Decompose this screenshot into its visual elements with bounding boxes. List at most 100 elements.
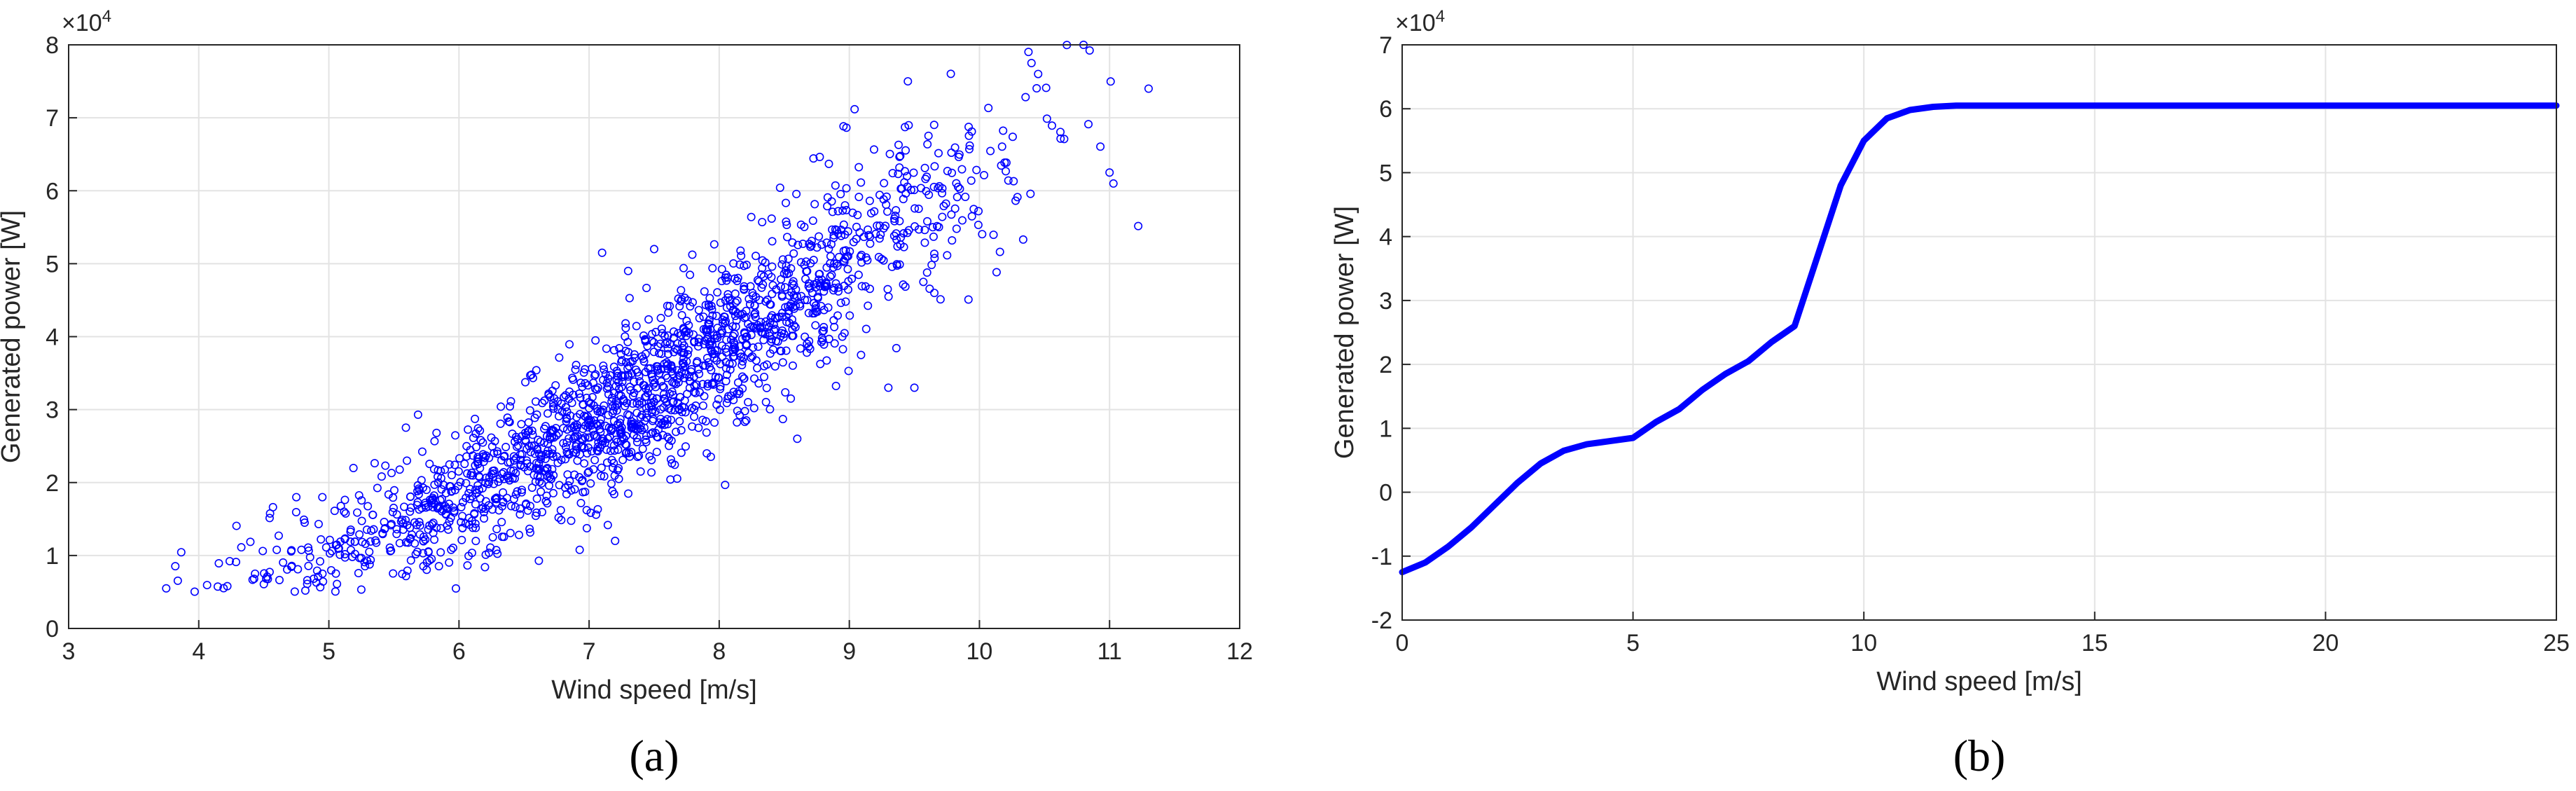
data-point [615,344,624,353]
data-point [552,431,561,440]
panel-a-caption: (a) [629,731,679,780]
data-point [642,283,651,292]
data-point [909,168,918,177]
data-point [647,468,656,477]
data-point [742,341,751,350]
data-point [463,561,472,570]
data-point [591,336,600,345]
data-point [864,225,873,234]
data-point [616,415,625,424]
data-point [525,406,534,415]
data-point [506,458,515,467]
data-point [818,327,827,336]
data-point [852,222,861,231]
data-point [616,418,625,427]
data-point [561,443,570,452]
y-tick-label: -2 [1371,607,1392,634]
data-point [842,184,851,193]
data-point [532,465,541,474]
data-point [462,441,471,450]
data-point [681,408,690,417]
data-point [777,347,786,356]
data-point [597,463,606,472]
data-point [515,504,525,513]
data-point [698,401,707,410]
data-point [659,390,668,399]
data-point [665,389,674,398]
data-point [673,339,682,348]
data-point [389,569,398,578]
data-point [759,336,768,345]
data-point [679,263,688,273]
data-point [849,238,858,247]
data-point [471,461,480,470]
data-point [581,433,590,442]
data-point [597,248,607,257]
data-point [740,282,749,291]
data-point [663,359,672,369]
data-point [395,465,404,474]
data-point [920,163,929,172]
data-point [506,528,515,537]
data-point [744,398,753,407]
data-point [754,342,763,351]
data-point [903,228,912,238]
data-point [516,455,525,465]
data-point [562,438,572,447]
data-point [920,226,929,235]
data-point [517,488,526,497]
data-point [964,295,973,304]
data-point [361,539,370,549]
data-point [592,510,601,519]
data-point [532,494,541,503]
data-point [789,331,798,341]
data-point [761,397,770,406]
data-point [740,406,749,415]
data-point [730,329,739,338]
data-point [299,515,308,524]
data-point [1000,158,1009,167]
data-point [663,338,672,347]
data-point [766,300,775,309]
data-point [524,418,533,427]
data-point [757,328,766,337]
data-point [731,307,740,316]
data-point [800,222,809,231]
data-point [1109,179,1118,188]
data-point [850,104,859,114]
panel-b-x-axis-label: Wind speed [m/s] [1876,667,2082,696]
data-point [214,559,223,568]
data-point [589,401,598,410]
y-tick-label: 5 [1379,160,1392,186]
data-point [606,371,615,380]
data-point [668,398,677,407]
data-point [457,535,466,544]
data-point [792,189,801,198]
data-point [648,372,657,381]
data-point [341,509,350,518]
data-point [843,265,852,274]
y-tick-label: 7 [1379,32,1392,59]
data-point [466,471,476,480]
data-point [623,410,632,419]
data-point [389,503,398,512]
data-point [969,205,978,214]
data-point [812,243,822,252]
data-point [929,182,939,191]
data-point [527,483,536,493]
data-point [793,434,802,443]
data-point [578,476,587,485]
data-point [350,537,359,546]
data-point [477,504,486,514]
data-point [538,507,547,516]
data-point [599,361,608,370]
data-point [961,192,970,201]
data-point [730,343,740,352]
y-tick-label: 0 [1379,480,1392,507]
data-point [597,436,606,446]
panel-b-line: 0 5 10 15 20 25 -2 -1 0 1 2 3 4 5 6 7 ×104 Wind speed [… [1330,7,2570,781]
data-point [753,275,762,284]
data-point [401,538,410,547]
data-point [679,363,688,372]
data-point [360,558,369,567]
